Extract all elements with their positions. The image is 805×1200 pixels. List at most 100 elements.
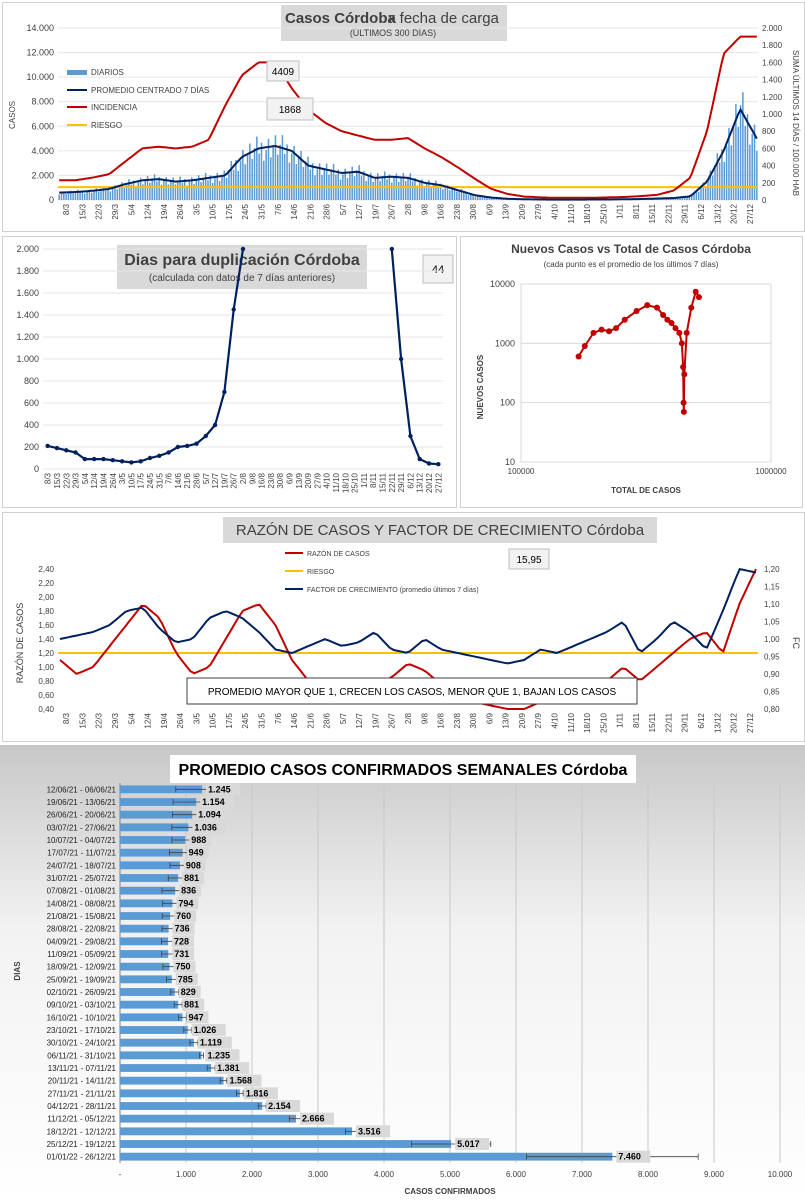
chart4-line-razon bbox=[59, 568, 757, 710]
chart1-bar-diarios bbox=[442, 189, 444, 200]
chart1-bar-diarios bbox=[490, 197, 493, 200]
chart5-value-label-bg bbox=[183, 859, 206, 872]
chart-casos-svg: Casos Córdoba x fecha de carga (ÚLTIMOS … bbox=[8, 5, 800, 224]
chart1-bar-diarios bbox=[81, 190, 84, 200]
chart1-bar-diarios bbox=[265, 149, 267, 200]
chart1-bar-diarios bbox=[274, 135, 277, 200]
chart1-bar-diarios bbox=[751, 133, 753, 200]
chart5-category-label: 14/08/21 - 08/08/21 bbox=[47, 899, 117, 908]
chart1-ytick-left: 0 bbox=[49, 195, 54, 205]
chart5-value-label-bg bbox=[172, 922, 195, 935]
chart5-category-label: 01/01/22 - 26/12/21 bbox=[47, 1153, 117, 1162]
chart3-xtick: 100000 bbox=[508, 467, 535, 476]
chart3-xtick: 1000000 bbox=[755, 467, 787, 476]
chart1-bar-diarios bbox=[279, 144, 281, 200]
chart2-ytick: 0 bbox=[34, 464, 39, 474]
chart2-xtick: 8/11 bbox=[369, 472, 378, 488]
chart3-point bbox=[633, 308, 640, 315]
chart1-bar-diarios bbox=[295, 163, 298, 200]
chart5-value-label-bg bbox=[172, 948, 195, 960]
chart5-value-label-bg bbox=[243, 1087, 278, 1100]
chart4-line-fc bbox=[59, 567, 757, 665]
chart4-xtick: 13/12 bbox=[713, 712, 722, 733]
chart1-xtick: 5/4 bbox=[127, 203, 136, 215]
chart1-xtick: 21/6 bbox=[306, 203, 315, 219]
chart5-category-label: 11/09/21 - 05/09/21 bbox=[47, 950, 116, 959]
chart5-bar bbox=[120, 823, 189, 832]
chart5-value-label: 1.568 bbox=[229, 1076, 252, 1086]
chart5-value-label-bg bbox=[191, 1024, 226, 1036]
chart2-point bbox=[166, 450, 171, 455]
chart5-bar bbox=[120, 1000, 179, 1009]
chart5-value-label: 728 bbox=[174, 936, 189, 946]
chart1-bar-diarios bbox=[263, 160, 265, 200]
chart1-bar-diarios bbox=[193, 184, 195, 200]
chart1-xtick: 30/8 bbox=[469, 203, 478, 219]
chart2-xtick: 26/4 bbox=[109, 472, 118, 488]
chart5-bar bbox=[120, 1076, 224, 1085]
chart5-value-label: 908 bbox=[186, 860, 201, 870]
chart2-point bbox=[175, 444, 181, 450]
chart1-bar-diarios bbox=[716, 153, 719, 200]
chart5-category-label: 28/08/21 - 22/08/21 bbox=[47, 925, 117, 934]
chart4-ytick-left: 1,40 bbox=[38, 635, 54, 644]
chart1-ytick-left: 2.000 bbox=[31, 170, 54, 180]
chart3-point bbox=[660, 312, 667, 319]
chart1-bar-diarios bbox=[246, 154, 249, 200]
chart1-ylabel-right: SUMA ÚLTIMOS 14 DÍAS / 100.000 HAB bbox=[791, 50, 800, 196]
chart2-point bbox=[436, 461, 441, 467]
chart1-bar-diarios bbox=[477, 195, 479, 200]
chart1-bar-diarios bbox=[481, 196, 484, 200]
chart1-bar-diarios bbox=[390, 182, 393, 200]
chart5-value-label-bg bbox=[266, 1100, 301, 1112]
chart-semanales: PROMEDIO CASOS CONFIRMADOS SEMANALES Cór… bbox=[0, 745, 805, 1200]
chart2-point bbox=[240, 246, 246, 252]
chart1-bar-diarios bbox=[100, 189, 102, 200]
chart1-bar-diarios bbox=[104, 190, 107, 200]
chart2-subtitle: (calculada con datos de 7 días anteriore… bbox=[149, 273, 335, 284]
chart1-bar-diarios bbox=[460, 189, 463, 200]
chart1-bar-diarios bbox=[258, 153, 260, 200]
chart2-xtick: 20/12 bbox=[425, 472, 434, 493]
chart1-bar-diarios bbox=[449, 190, 451, 200]
chart2-point bbox=[64, 448, 69, 453]
chart5-category-label: 17/07/21 - 11/07/21 bbox=[47, 849, 116, 858]
chart2-xtick: 25/10 bbox=[351, 472, 360, 493]
chart1-bar-diarios bbox=[693, 193, 695, 200]
chart5-value-label-bg bbox=[176, 897, 199, 910]
chart3-point bbox=[575, 353, 582, 360]
chart2-point bbox=[408, 433, 413, 439]
chart2-point bbox=[82, 456, 88, 462]
chart1-bar-diarios bbox=[425, 183, 428, 200]
chart1-bar-diarios bbox=[97, 191, 100, 200]
chart2-xtick: 1/11 bbox=[360, 472, 369, 488]
chart5-bar bbox=[120, 1026, 188, 1034]
chart3-point bbox=[680, 399, 687, 406]
chart1-bar-diarios bbox=[458, 190, 460, 200]
chart1-bar-diarios bbox=[239, 160, 242, 200]
chart1-bar-diarios bbox=[288, 162, 291, 200]
chart1-bar-diarios bbox=[116, 189, 119, 200]
chart1-legend: DIARIOS PROMEDIO CENTRADO 7 DÍAS INCIDEN… bbox=[67, 68, 209, 130]
chart1-bar-diarios bbox=[186, 185, 188, 200]
chart1-bar-diarios bbox=[307, 156, 309, 200]
legend-riesgo2: RIESGO bbox=[307, 569, 335, 576]
chart1-bar-diarios bbox=[707, 179, 709, 200]
chart3-point bbox=[681, 371, 688, 378]
chart1-bar-diarios bbox=[697, 191, 700, 200]
chart4-xtick: 30/8 bbox=[469, 712, 478, 728]
chart5-category-label: 20/11/21 - 14/11/21 bbox=[48, 1077, 117, 1086]
chart1-bar-diarios bbox=[463, 192, 465, 200]
chart5-value-label-bg bbox=[182, 872, 205, 884]
chart3-point bbox=[672, 325, 679, 332]
chart5-bar bbox=[120, 836, 186, 844]
chart1-xtick: 4/10 bbox=[551, 203, 560, 219]
chart4-xtick: 15/3 bbox=[78, 712, 87, 728]
chart2-xtick: 19/7 bbox=[220, 472, 229, 488]
chart1-bar-diarios bbox=[467, 194, 470, 200]
chart1-bar-diarios bbox=[418, 182, 421, 200]
chart1-bar-diarios bbox=[225, 177, 228, 200]
chart2-xtick: 5/7 bbox=[202, 472, 211, 484]
chart2-point bbox=[231, 307, 236, 312]
chart5-value-label-bg bbox=[179, 884, 202, 897]
